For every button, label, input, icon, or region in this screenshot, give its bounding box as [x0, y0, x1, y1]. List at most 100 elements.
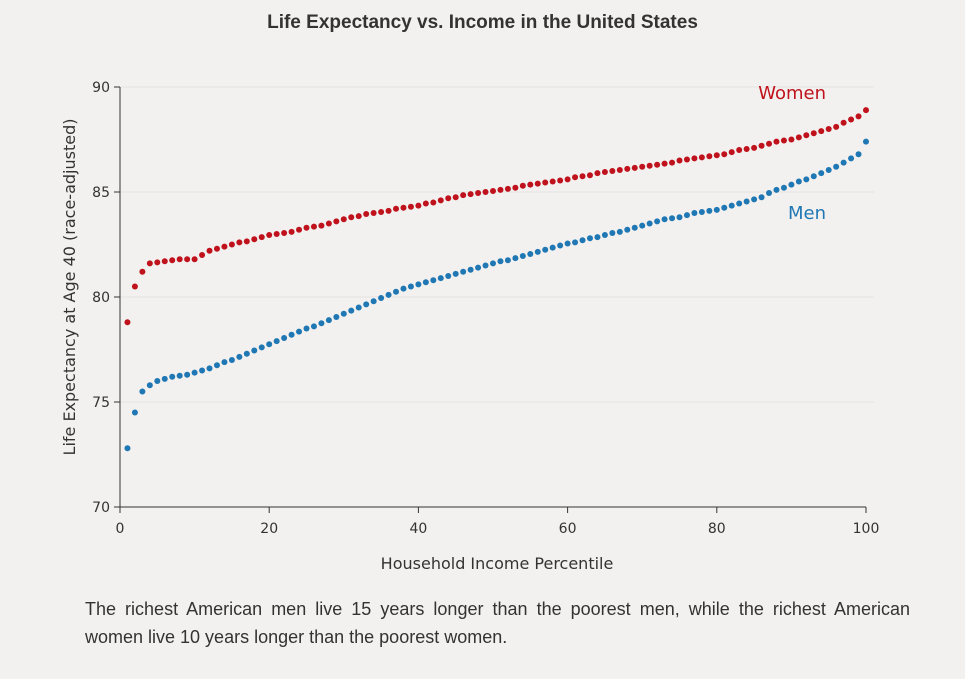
- series-men: [124, 138, 869, 452]
- data-point: [669, 215, 676, 222]
- data-point: [713, 152, 720, 159]
- data-point: [646, 162, 653, 169]
- data-point: [296, 328, 303, 335]
- data-point: [512, 184, 519, 191]
- data-point: [139, 388, 146, 395]
- data-point: [452, 194, 459, 201]
- data-point: [266, 232, 273, 239]
- data-point: [191, 256, 198, 263]
- y-tick-label: 90: [92, 80, 110, 96]
- data-point: [519, 182, 526, 189]
- data-point: [363, 301, 370, 308]
- data-point: [490, 187, 496, 194]
- x-ticks: 0 20 40 60 80 100: [116, 507, 879, 537]
- data-point: [407, 203, 414, 210]
- data-point: [579, 173, 586, 180]
- data-point: [490, 260, 496, 267]
- data-point: [594, 170, 601, 177]
- data-point: [355, 213, 362, 220]
- data-point: [206, 247, 213, 254]
- data-point: [549, 178, 556, 185]
- series-labels: Women Men: [758, 83, 826, 224]
- gridlines: [120, 86, 874, 403]
- data-point: [370, 298, 377, 305]
- data-point: [497, 258, 504, 265]
- data-point: [415, 281, 422, 288]
- data-point: [228, 357, 235, 363]
- data-point: [415, 202, 422, 209]
- data-point: [206, 365, 213, 372]
- data-point: [825, 126, 832, 132]
- data-point: [273, 231, 280, 237]
- data-point: [266, 341, 273, 348]
- series-women: [124, 107, 869, 326]
- data-point: [445, 195, 452, 202]
- data-point: [713, 206, 720, 213]
- data-point: [743, 145, 750, 152]
- data-points: [124, 107, 869, 452]
- data-point: [139, 268, 146, 275]
- x-tick-label: 0: [116, 521, 125, 537]
- data-point: [572, 239, 579, 246]
- data-point: [318, 222, 325, 229]
- data-point: [803, 176, 810, 183]
- data-point: [460, 192, 467, 199]
- data-point: [788, 181, 795, 188]
- data-point: [355, 304, 362, 311]
- data-point: [236, 353, 243, 360]
- data-point: [184, 371, 191, 378]
- data-point: [527, 181, 534, 188]
- data-point: [184, 256, 191, 263]
- data-point: [818, 170, 825, 177]
- data-point: [452, 270, 459, 277]
- data-point: [310, 223, 317, 230]
- data-point: [475, 264, 482, 271]
- data-point: [795, 134, 802, 141]
- data-point: [296, 226, 303, 233]
- data-point: [676, 157, 683, 164]
- data-point: [557, 177, 564, 184]
- data-point: [534, 180, 541, 187]
- data-point: [258, 344, 265, 351]
- data-point: [154, 378, 161, 384]
- data-point: [766, 190, 773, 197]
- data-point: [124, 445, 131, 452]
- y-ticks: 70 75 80 85 90: [92, 80, 120, 516]
- x-axis-label: Household Income Percentile: [381, 554, 614, 573]
- data-point: [736, 200, 743, 207]
- data-point: [437, 197, 444, 204]
- data-point: [691, 155, 698, 162]
- data-point: [400, 204, 407, 211]
- series-label-men: Men: [788, 203, 826, 224]
- data-point: [251, 347, 258, 354]
- y-tick-label: 85: [92, 185, 110, 201]
- data-point: [669, 159, 676, 166]
- data-point: [243, 350, 250, 357]
- data-point: [736, 147, 743, 153]
- data-point: [460, 268, 467, 275]
- data-point: [288, 331, 295, 338]
- data-point: [407, 283, 414, 290]
- data-point: [430, 199, 437, 206]
- data-point: [348, 307, 355, 314]
- data-point: [236, 239, 243, 246]
- data-point: [773, 186, 780, 193]
- data-point: [310, 323, 317, 330]
- data-point: [348, 214, 355, 221]
- y-tick-label: 70: [92, 500, 110, 516]
- data-point: [213, 245, 220, 252]
- data-point: [825, 166, 832, 173]
- data-point: [325, 317, 332, 324]
- data-point: [146, 260, 153, 267]
- data-point: [303, 224, 310, 231]
- data-point: [393, 205, 400, 212]
- data-point: [661, 216, 668, 223]
- data-point: [146, 382, 153, 389]
- data-point: [683, 156, 690, 163]
- data-point: [318, 320, 325, 327]
- data-point: [221, 359, 228, 366]
- data-point: [527, 250, 534, 257]
- data-point: [504, 257, 511, 264]
- data-point: [221, 243, 228, 250]
- data-point: [191, 369, 198, 376]
